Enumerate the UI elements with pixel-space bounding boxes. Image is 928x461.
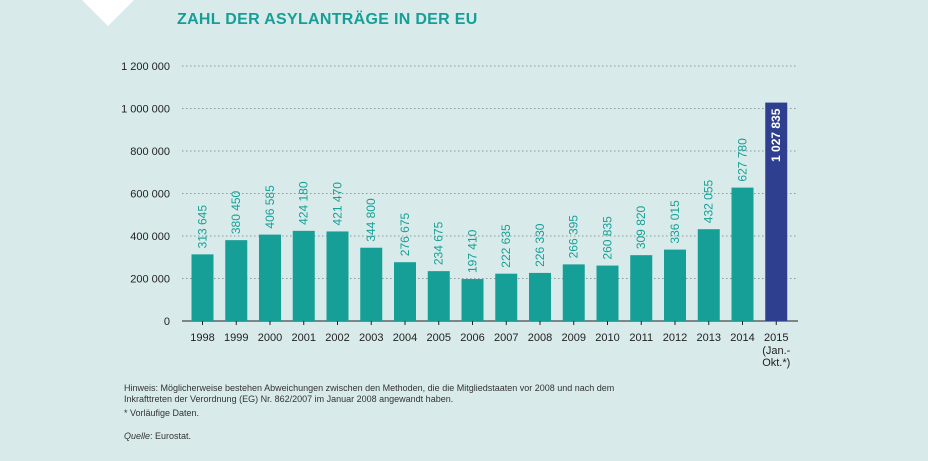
- y-tick-label: 600 000: [130, 189, 170, 201]
- x-tick-label: 2009: [562, 332, 586, 344]
- provisional-note: * Vorläufige Daten.: [124, 408, 200, 418]
- x-tick-label: 2001: [292, 332, 316, 344]
- bar: [191, 254, 214, 321]
- y-tick-label: 0: [164, 316, 170, 328]
- bar: [765, 102, 788, 322]
- y-tick-label: 1 200 000: [121, 61, 170, 73]
- data-label: 266 395: [567, 215, 581, 259]
- x-tick-label: 2008: [528, 332, 552, 344]
- data-label: 222 635: [499, 224, 513, 268]
- data-label: 1 027 835: [769, 108, 783, 162]
- bar: [495, 273, 518, 321]
- bar: [225, 240, 248, 321]
- x-tick-label: 2015: [764, 332, 788, 344]
- data-label: 276 675: [398, 213, 412, 257]
- y-tick-label: 1 000 000: [121, 104, 170, 116]
- x-tick-label: 1999: [224, 332, 248, 344]
- x-tick-label: 2000: [258, 332, 282, 344]
- hint-line-1: Hinweis: Möglicherweise bestehen Abweich…: [124, 383, 615, 393]
- y-tick-label: 400 000: [130, 231, 170, 243]
- hint-note: Hinweis: Möglicherweise bestehen Abweich…: [124, 383, 644, 405]
- bar: [292, 230, 315, 321]
- data-label: 309 820: [634, 205, 648, 249]
- x-tick-label: 2003: [359, 332, 383, 344]
- x-tick-label: 2005: [427, 332, 451, 344]
- bar: [427, 271, 450, 321]
- data-label: 234 675: [432, 221, 446, 265]
- data-label: 424 180: [297, 181, 311, 225]
- bar: [697, 229, 720, 321]
- data-label: 432 055: [702, 179, 716, 223]
- x-tick-sublabel: Okt.*): [762, 357, 790, 369]
- x-tick-label: 2014: [730, 332, 754, 344]
- x-tick-label: 2002: [325, 332, 349, 344]
- data-label: 380 450: [229, 190, 243, 234]
- bar: [394, 262, 416, 321]
- source-label: Quelle: [124, 431, 151, 441]
- y-tick-label: 200 000: [130, 274, 170, 286]
- data-label: 344 800: [364, 198, 378, 242]
- x-tick-sublabel: (Jan.-: [762, 345, 790, 357]
- bar: [731, 187, 754, 321]
- bar: [529, 272, 551, 321]
- data-label: 421 470: [331, 182, 345, 226]
- data-label: 260 835: [601, 216, 615, 260]
- bar-chart: 0 200 000 400 000 600 000 800 000 1 000 000 1 …: [121, 61, 798, 369]
- source-note: Quelle: Eurostat.: [124, 431, 191, 442]
- data-label: 197 410: [466, 229, 480, 273]
- hint-line-2: Inkrafttreten der Verordnung (EG) Nr. 86…: [124, 394, 454, 404]
- bar: [562, 264, 585, 321]
- data-label: 627 780: [736, 138, 750, 182]
- y-tick-label: 800 000: [130, 146, 170, 158]
- chart-title: ZAHL DER ASYLANTRÄGE IN DER EU: [177, 11, 478, 28]
- data-label: 313 645: [196, 205, 210, 249]
- bar: [259, 234, 281, 321]
- data-label: 226 330: [533, 223, 547, 267]
- bar: [360, 247, 383, 321]
- bar: [596, 265, 619, 321]
- x-tick-label: 1998: [190, 332, 214, 344]
- x-tick-label: 2013: [697, 332, 721, 344]
- data-label: 406 585: [263, 185, 277, 229]
- bar: [664, 249, 686, 321]
- x-tick-label: 2012: [663, 332, 687, 344]
- bar: [326, 231, 349, 321]
- corner-decoration: [82, 0, 134, 26]
- bar: [630, 255, 653, 321]
- x-tick-label: 2007: [494, 332, 518, 344]
- x-tick-label: 2006: [460, 332, 484, 344]
- source-text: : Eurostat.: [150, 431, 192, 441]
- x-tick-label: 2011: [629, 332, 653, 344]
- bar: [461, 279, 484, 321]
- x-tick-label: 2004: [393, 332, 417, 344]
- data-label: 336 015: [668, 200, 682, 244]
- x-tick-label: 2010: [595, 332, 619, 344]
